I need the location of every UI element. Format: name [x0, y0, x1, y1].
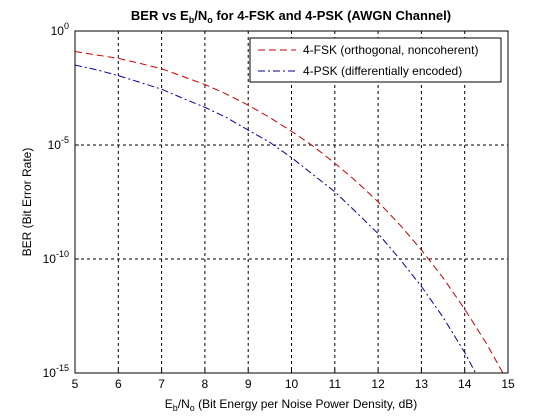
series-line-4psk [75, 64, 477, 373]
x-axis-label-sub2: o [190, 403, 195, 413]
y-ticks: 100 10-5 10-10 10-15 [43, 21, 79, 380]
y-tick-label-3: 10-15 [43, 363, 69, 380]
x-axis-label-suffix: (Bit Energy per Noise Power Density, dB) [195, 397, 418, 411]
chart-title-mid: /N [194, 8, 207, 23]
chart-title-suffix: for 4-FSK and 4-PSK (AWGN Channel) [213, 8, 451, 23]
x-tick-label-6: 11 [329, 377, 342, 391]
chart-title-sub1: b [189, 15, 195, 25]
y-tick-label-1: 10-5 [48, 135, 69, 152]
x-ticks: 5 6 7 8 9 10 11 12 13 14 15 [72, 369, 515, 391]
legend-label-4psk: 4-PSK (differentially encoded) [303, 64, 462, 78]
x-tick-label-5: 10 [285, 377, 299, 391]
x-axis-label-prefix: E [165, 397, 173, 411]
x-tick-label-10: 15 [501, 377, 515, 391]
x-axis-label-mid: /N [178, 397, 190, 411]
y-axis-label: BER (Bit Error Rate) [20, 148, 34, 257]
x-tick-label-4: 9 [245, 377, 252, 391]
chart-title-prefix: BER vs E [131, 8, 189, 23]
x-tick-label-8: 13 [415, 377, 429, 391]
legend: 4-FSK (orthogonal, noncoherent) 4-PSK (d… [249, 37, 502, 83]
x-tick-label-7: 12 [371, 377, 385, 391]
y-tick-label-2: 10-10 [43, 249, 69, 266]
legend-box [249, 37, 502, 83]
grid [75, 31, 508, 373]
x-tick-label-1: 6 [115, 377, 122, 391]
x-tick-label-2: 7 [158, 377, 165, 391]
legend-label-4fsk: 4-FSK (orthogonal, noncoherent) [303, 43, 478, 57]
x-axis-label: Eb/No (Bit Energy per Noise Power Densit… [165, 397, 418, 413]
y-tick-label-0: 100 [51, 21, 69, 38]
x-axis-label-sub1: b [173, 403, 178, 413]
x-tick-label-3: 8 [202, 377, 209, 391]
chart-title: BER vs Eb/No for 4-FSK and 4-PSK (AWGN C… [131, 8, 451, 25]
x-tick-label-0: 5 [72, 377, 79, 391]
series-lines [75, 51, 504, 373]
x-tick-label-9: 14 [458, 377, 472, 391]
series-line-4fsk [75, 51, 504, 373]
chart-title-sub2: o [207, 15, 213, 25]
